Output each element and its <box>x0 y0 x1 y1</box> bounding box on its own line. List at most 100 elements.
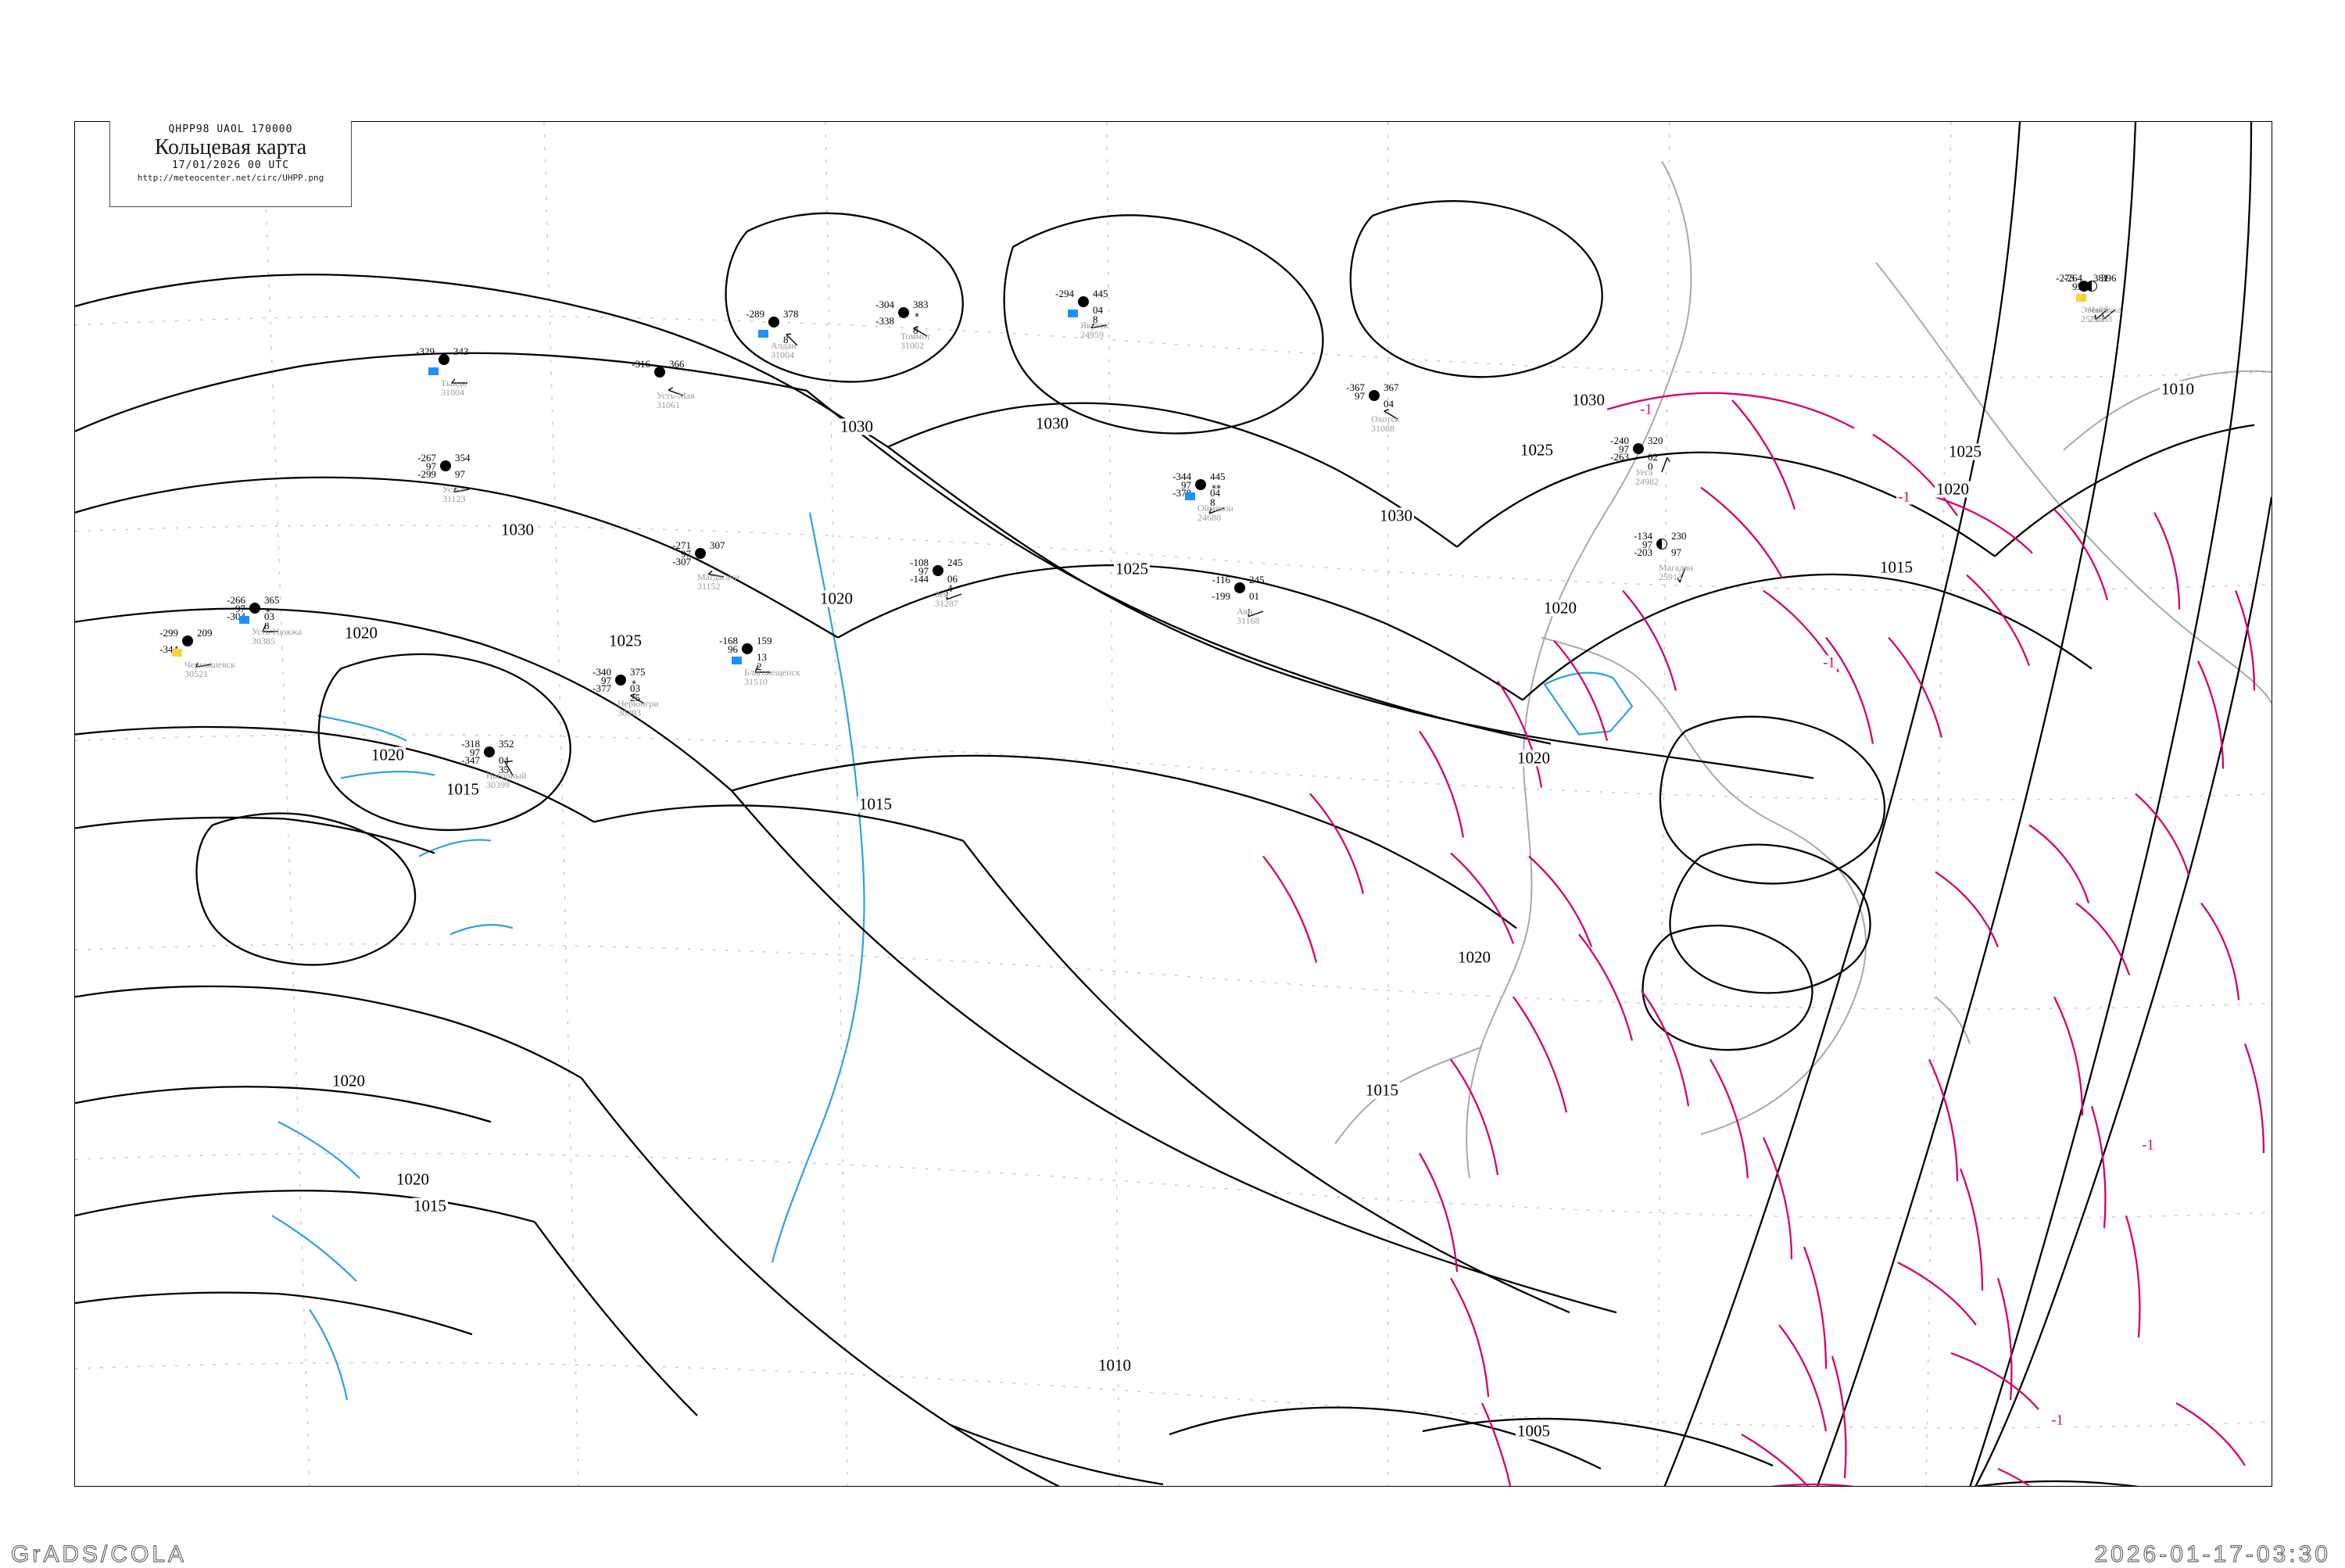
station-name-label: Оймякон 24688 <box>1198 502 1233 524</box>
station-visibility: 97 <box>601 674 611 686</box>
station-visibility: 97 <box>1619 442 1629 455</box>
cloud-cover-symbol <box>439 353 449 365</box>
isobar-label: 1015 <box>412 1196 448 1215</box>
isobar-layer <box>75 122 2272 1486</box>
isotherm-label: -1 <box>2140 1137 2156 1154</box>
title-source-url: http://meteocenter.net/circ/UHPP.png <box>137 173 324 184</box>
isotherm-label: -1 <box>1638 401 1654 418</box>
station-pressure: 375 <box>630 665 646 678</box>
coastline-layer <box>1334 160 2272 1179</box>
station-pressure-tendency: 13 <box>757 650 767 663</box>
station-low-cloud: 8 <box>1210 496 1215 508</box>
wind-barb <box>754 664 771 673</box>
isotherm-label: -1 <box>1821 654 1837 671</box>
station-name-label: Чайбуха 25663 <box>2089 303 2122 325</box>
precipitation-flag <box>428 367 439 375</box>
wind-barb <box>195 662 212 668</box>
station-dewpoint: -299 <box>417 467 436 480</box>
wind-barb <box>1248 608 1264 618</box>
isobar-label: 1015 <box>1364 1080 1400 1100</box>
station-temperature: -299 <box>159 626 178 639</box>
present-weather-symbol: * <box>266 606 270 618</box>
wind-barb <box>262 624 278 632</box>
isobar-label: 1025 <box>607 631 643 650</box>
station-temperature: -340 <box>593 665 611 678</box>
station-name-label: Чернышевск 30521 <box>184 658 235 680</box>
isobar-label: 1010 <box>1097 1355 1133 1375</box>
isobar-label: 1025 <box>1114 559 1150 578</box>
isobar-label: 1015 <box>445 779 481 798</box>
graticule-layer <box>75 122 2272 1486</box>
station-visibility: 97 <box>681 547 691 560</box>
station-temperature: -367 <box>1346 381 1365 393</box>
station-name-label: Уега 24982 <box>1635 466 1659 488</box>
station-pressure: 396 <box>2101 271 2117 284</box>
wind-barb <box>1677 567 1686 582</box>
station-pressure: 320 <box>1648 434 1663 446</box>
station-pressure: 209 <box>197 626 213 639</box>
station-pressure: 445 <box>1210 470 1226 482</box>
page-title: Кольцевая карта <box>154 135 307 159</box>
isobar-label: 1015 <box>857 794 893 814</box>
station-temperature: -318 <box>461 737 480 750</box>
station-pressure-tendency: 06 <box>947 572 958 585</box>
station-low-cloud: 35 <box>499 763 509 775</box>
isotherm-layer <box>1262 392 2265 1486</box>
wind-barb <box>630 693 645 704</box>
station-name-label: Зея 31287 <box>935 588 958 610</box>
isobar-label: 1020 <box>370 745 406 764</box>
station-dewpoint: -338 <box>875 314 894 327</box>
station-name-label: Нагорный 30399 <box>486 769 527 791</box>
present-weather-symbol: * <box>632 678 636 689</box>
station-pressure-tendency: 03 <box>264 610 274 622</box>
station-pressure: 383 <box>913 298 929 310</box>
station-dewpoint: -144 <box>910 572 929 585</box>
cloud-cover-symbol <box>1234 582 1245 593</box>
isobar-label: 1015 <box>1878 557 1914 577</box>
wind-barb <box>453 487 470 492</box>
wind-barb <box>1208 507 1225 514</box>
station-name-label: Усть-Нюкжа 30385 <box>252 625 303 647</box>
station-pressure: 366 <box>669 357 685 370</box>
station-pressure: 445 <box>1093 287 1108 299</box>
station-name-label: Алдан 31004 <box>771 339 797 361</box>
wind-barb <box>707 570 725 578</box>
station-dewpoint: -199 <box>1212 589 1230 602</box>
station-low-cloud: 8 <box>264 619 270 632</box>
station-dewpoint: -307 <box>672 555 691 567</box>
isobar-label: 1010 <box>2160 379 2196 399</box>
station-dewpoint: -347 <box>461 754 480 766</box>
footer-producer: GrADS/COLA <box>10 1541 188 1568</box>
station-name-label: Магадан 25913 <box>1659 561 1694 583</box>
station-temperature: -116 <box>1212 573 1230 585</box>
station-low-cloud: 4 <box>947 582 953 594</box>
footer-timestamp: 2026-01-17-03:30 <box>2094 1541 2331 1568</box>
isotherm-label: -1 <box>1896 489 1912 506</box>
weather-map-frame: 1030 1030 1030 1030 1030 1025 1025 1025 1025 1020… <box>74 121 2272 1487</box>
cloud-cover-symbol <box>1633 442 1644 454</box>
present-weather-symbol: ** <box>1212 482 1221 494</box>
station-temperature: -240 <box>1610 434 1629 446</box>
isobar-label: 1020 <box>343 623 379 643</box>
precipitation-flag <box>172 648 182 657</box>
isotherm-label: -1 <box>2050 1412 2065 1429</box>
station-temperature: -271 <box>672 539 691 551</box>
cloud-cover-symbol <box>933 564 943 576</box>
isobar-label: 1020 <box>1542 598 1578 618</box>
isobar-label: 1020 <box>1456 947 1492 967</box>
station-pressure-tendency: 04 <box>1384 397 1394 410</box>
station-temperature: -304 <box>875 298 894 310</box>
station-temperature: -316 <box>632 357 650 370</box>
isobar-label: 1020 <box>818 589 854 608</box>
isobar-label: 1020 <box>1516 748 1552 768</box>
present-weather-symbol: * <box>915 310 919 322</box>
station-pressure-tendency: 04 <box>499 754 509 766</box>
cloud-cover-symbol <box>898 306 909 318</box>
wind-barb <box>668 387 684 396</box>
station-name-label: Тындa 31004 <box>441 377 467 399</box>
station-dewpoint: -263 <box>1610 450 1629 463</box>
station-pressure: 365 <box>264 593 280 606</box>
isobar-label: 1025 <box>1519 440 1555 460</box>
cloud-cover-symbol <box>654 366 665 378</box>
station-pressure: 378 <box>783 307 799 320</box>
